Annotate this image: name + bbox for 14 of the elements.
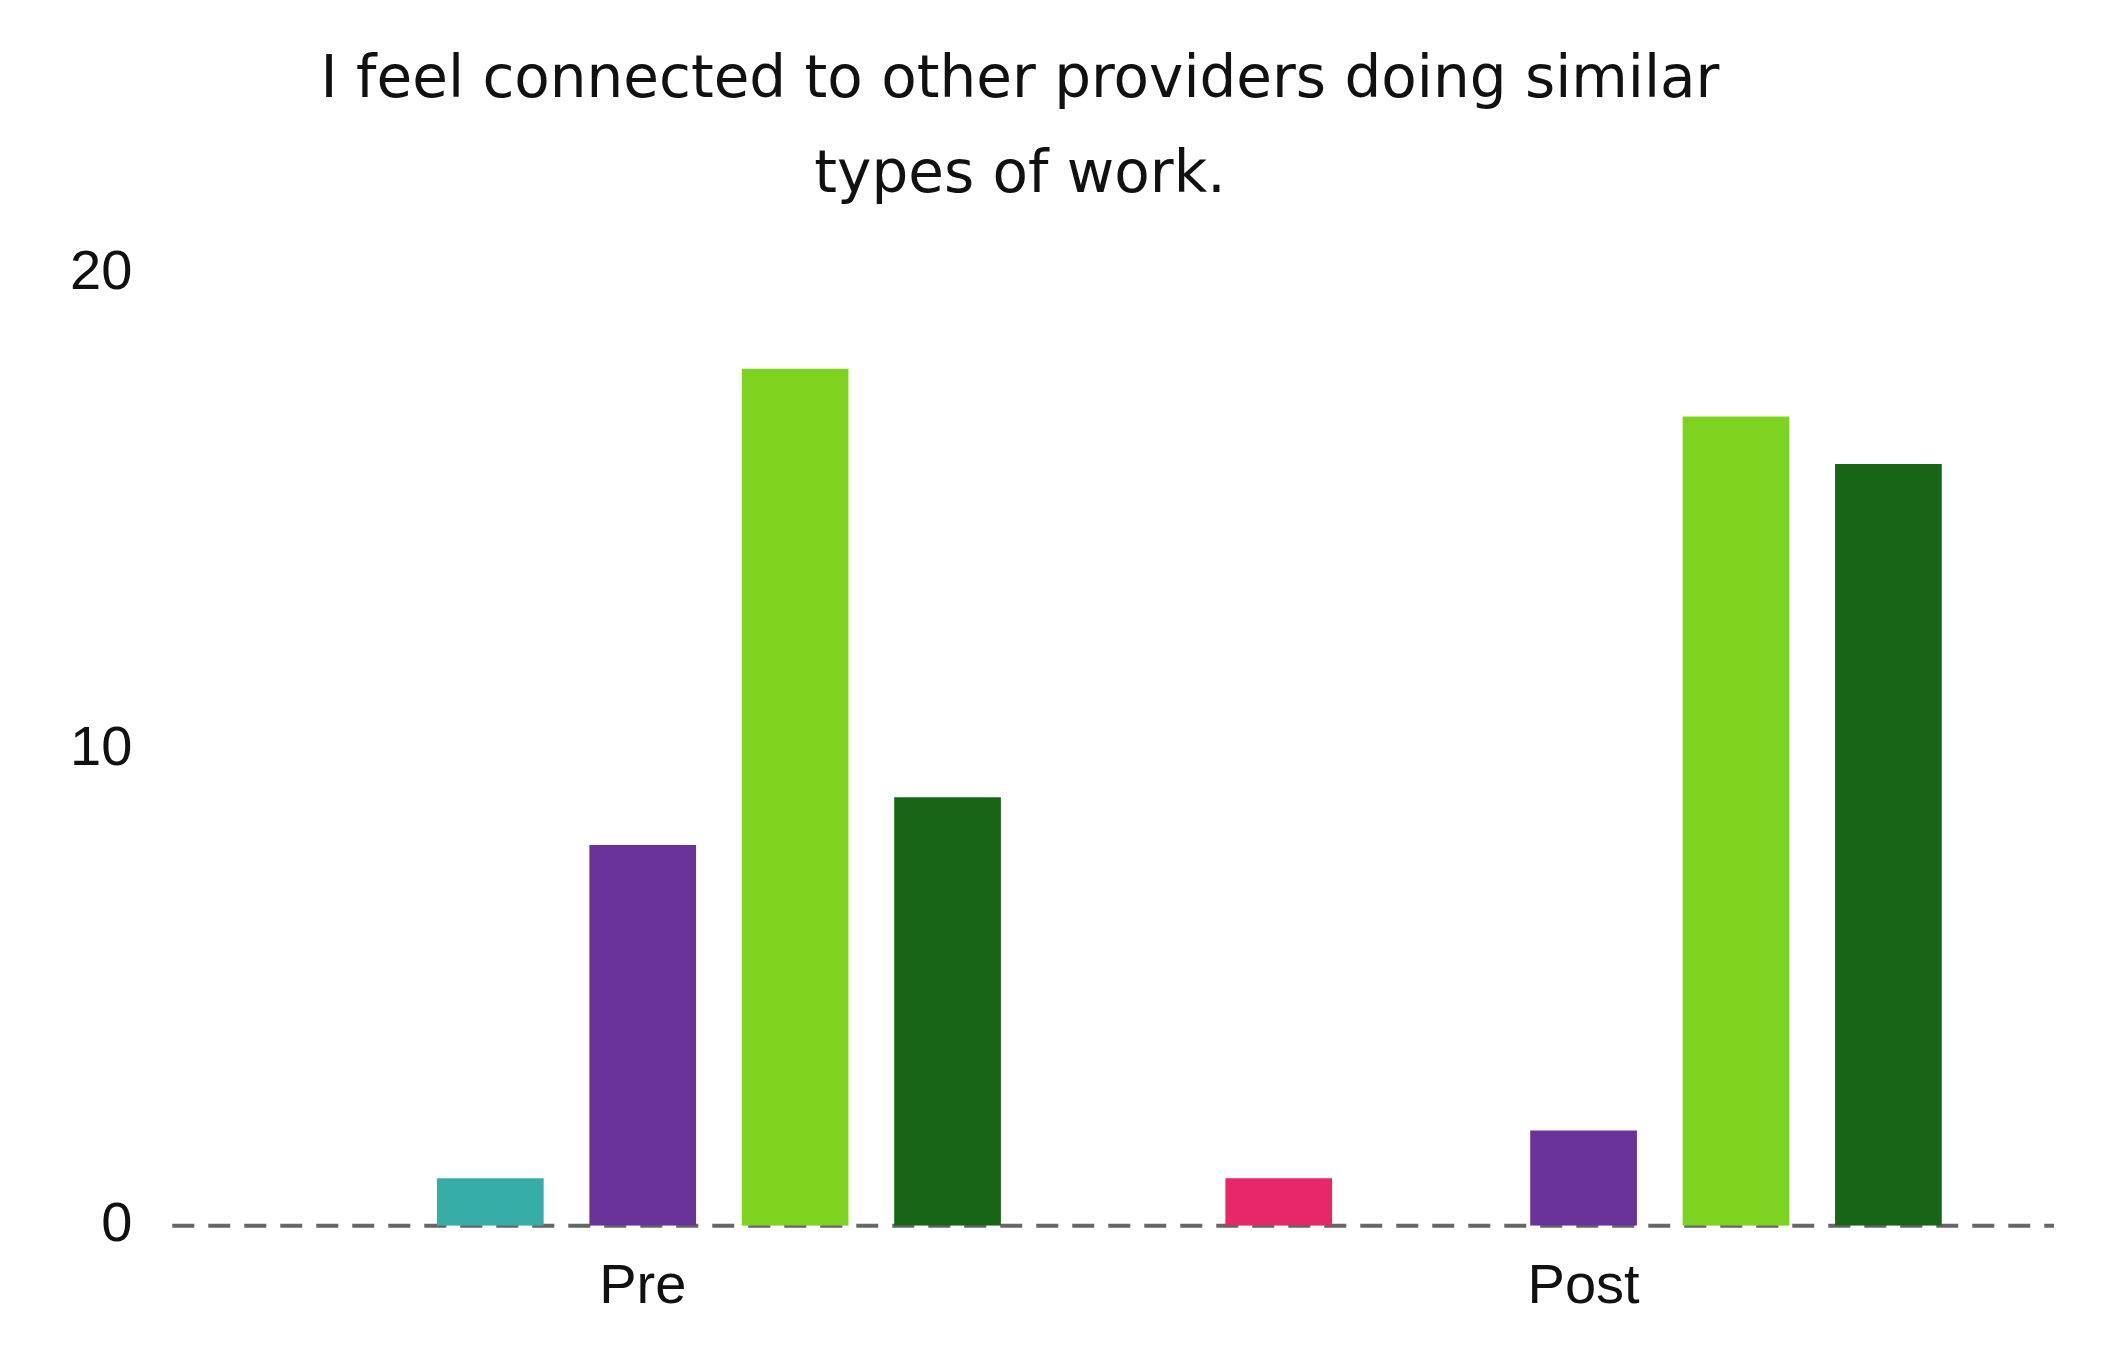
x-tick-label: Pre [599, 1251, 687, 1315]
bar [894, 797, 1001, 1226]
chart-title: I feel connected to other providers doing similar types of work. [319, 42, 1721, 208]
bar [436, 1178, 544, 1226]
y-tick-label: 10 [69, 714, 133, 778]
bar [1225, 1178, 1333, 1226]
bar [589, 844, 697, 1226]
y-tick-label: 20 [69, 238, 133, 302]
bar [1530, 1130, 1637, 1226]
y-tick-label: 0 [101, 1190, 133, 1254]
x-tick-label: Post [1527, 1251, 1641, 1315]
bar [1835, 464, 1942, 1226]
bar [1682, 416, 1790, 1226]
bar [741, 368, 849, 1226]
